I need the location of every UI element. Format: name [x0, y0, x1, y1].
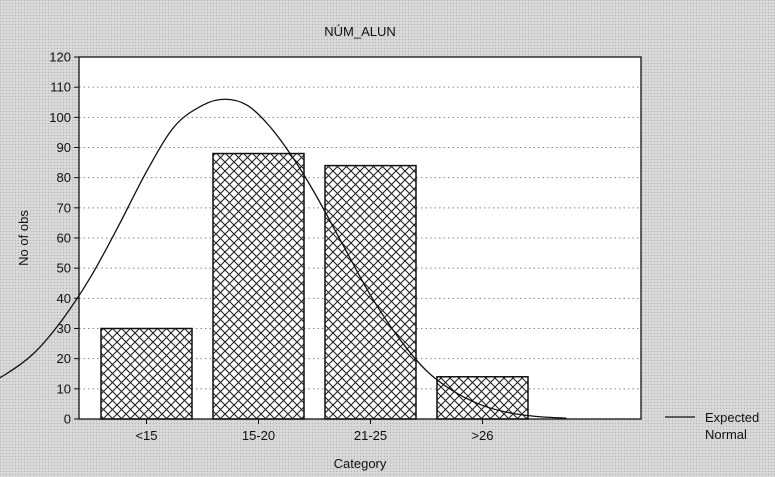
y-tick-label: 50 [57, 261, 71, 276]
grid-lines [79, 86, 641, 390]
y-tick-label: 90 [57, 140, 71, 155]
y-tick-label: 0 [64, 412, 71, 427]
y-axis-label: No of obs [16, 210, 31, 266]
legend: Expected Normal [665, 410, 759, 442]
x-axis: <15 15-20 21-25 >26 [135, 419, 494, 443]
legend-label-line1: Expected [705, 410, 759, 425]
y-tick-label: 80 [57, 170, 71, 185]
bar->26 [436, 376, 529, 420]
y-tick-label: 20 [57, 351, 71, 366]
y-axis: 0 10 20 30 40 50 60 70 80 90 100 110 120 [49, 50, 79, 427]
y-tick-label: 120 [49, 50, 71, 65]
y-tick-label: 30 [57, 321, 71, 336]
x-tick-label: <15 [135, 428, 157, 443]
expected-normal-curve [0, 98, 567, 419]
x-axis-label: Category [334, 456, 387, 471]
y-tick-label: 110 [50, 80, 71, 95]
x-tick-label: >26 [471, 428, 493, 443]
bar-21-25 [324, 164, 417, 420]
bar-<15 [100, 327, 193, 420]
y-tick-label: 70 [57, 200, 71, 215]
chart-title: NÚM_ALUN [324, 24, 396, 39]
y-tick-label: 100 [49, 110, 71, 125]
bar-15-20 [212, 152, 305, 420]
legend-label-line2: Normal [705, 427, 747, 442]
y-tick-label: 10 [57, 381, 71, 396]
x-tick-label: 21-25 [354, 428, 387, 443]
y-tick-label: 60 [57, 231, 71, 246]
y-tick-label: 40 [57, 291, 71, 306]
x-tick-label: 15-20 [242, 428, 275, 443]
bars [100, 152, 529, 420]
